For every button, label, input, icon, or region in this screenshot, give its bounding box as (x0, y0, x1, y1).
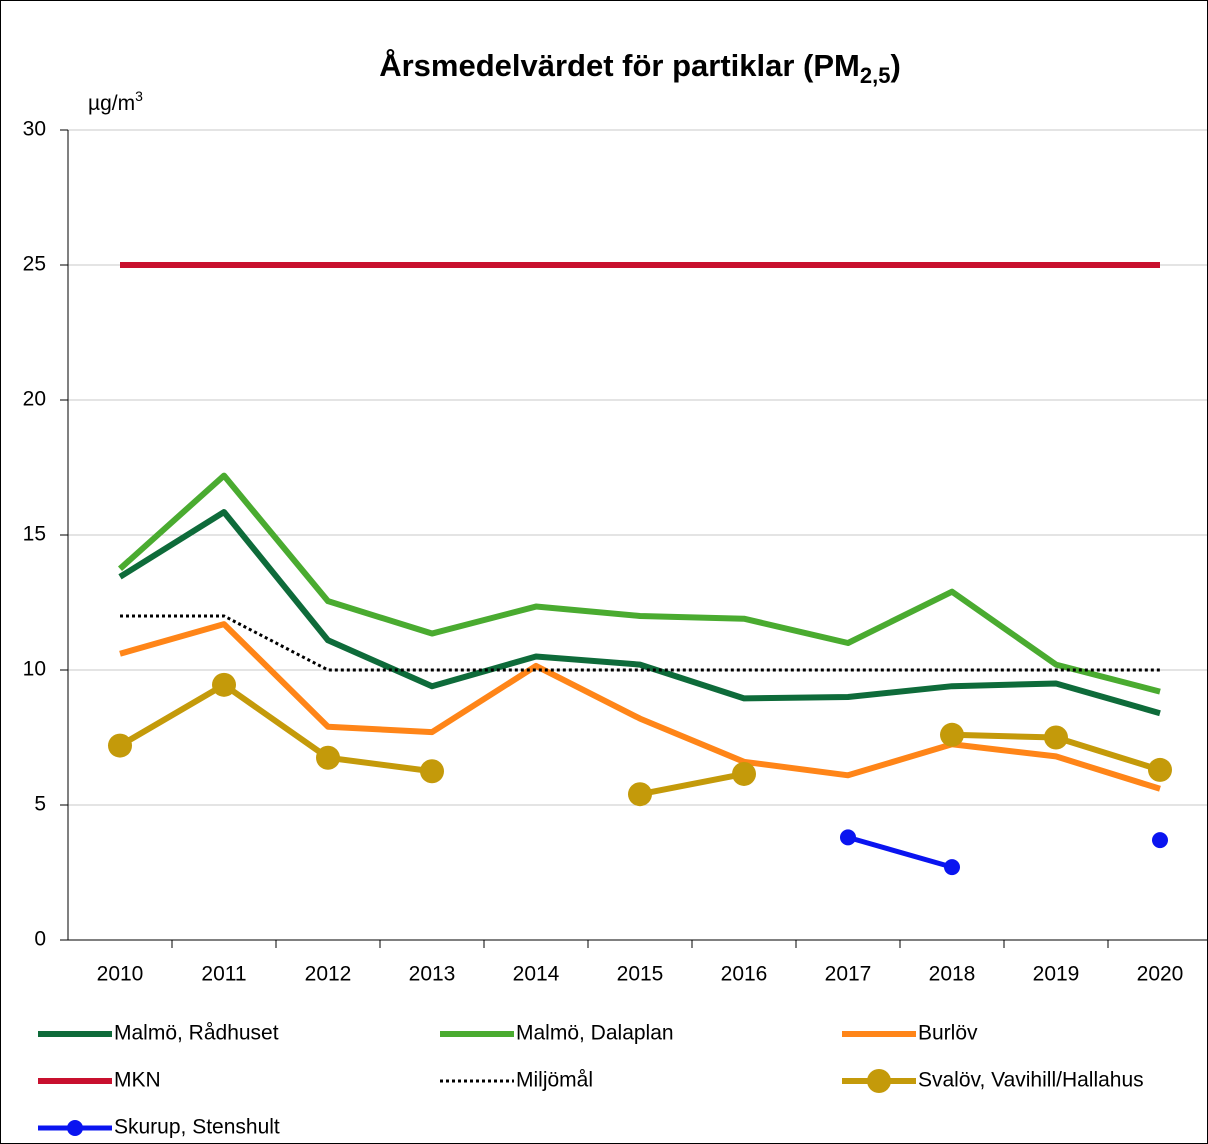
x-tick-label: 2014 (513, 963, 560, 986)
legend-label: Skurup, Stenshult (114, 1116, 280, 1139)
series-marker (212, 672, 236, 697)
series-marker (628, 782, 652, 807)
x-tick-label: 2020 (1137, 963, 1184, 986)
legend-label: Svalöv, Vavihill/Hallahus (918, 1069, 1144, 1092)
x-tick-label: 2017 (825, 963, 872, 986)
series-line (120, 614, 1160, 672)
y-tick-label: 10 (23, 658, 46, 681)
series-marker (1148, 757, 1172, 782)
title-subscript: 2,5 (860, 63, 891, 88)
x-tick-label: 2010 (97, 963, 144, 986)
series-line (117, 472, 1161, 695)
y-unit: µg/m3 (88, 88, 143, 115)
legend-marker (67, 1120, 83, 1136)
series-marker (108, 733, 132, 758)
legend-label: Malmö, Dalaplan (516, 1022, 674, 1045)
series-marker (1044, 725, 1068, 750)
y-tick-label: 0 (34, 928, 46, 951)
series-line (119, 621, 1161, 792)
x-tick-label: 2013 (409, 963, 456, 986)
legend-marker (867, 1069, 891, 1093)
x-tick-label: 2012 (305, 963, 352, 986)
y-tick-label: 15 (23, 523, 46, 546)
series-line (118, 509, 1161, 717)
legend-label: MKN (114, 1069, 161, 1092)
series-marker (840, 829, 856, 846)
y-unit-main: µg/m (88, 92, 135, 115)
x-tick-label: 2019 (1033, 963, 1080, 986)
series-marker (420, 759, 444, 784)
title-main: Årsmedelvärdet för partiklar (PM (379, 48, 860, 83)
y-tick-label: 20 (23, 388, 46, 411)
x-tick-label: 2018 (929, 963, 976, 986)
y-unit-sup: 3 (135, 88, 143, 104)
series-marker (316, 745, 340, 770)
series-marker (940, 722, 964, 747)
y-tick-label: 25 (23, 253, 46, 276)
x-tick-label: 2016 (721, 963, 768, 986)
x-tick-label: 2015 (617, 963, 664, 986)
legend-label: Malmö, Rådhuset (114, 1022, 279, 1045)
legend-label: Burlöv (918, 1022, 978, 1045)
chart-title: Årsmedelvärdet för partiklar (PM2,5) (379, 48, 901, 88)
y-tick-label: 5 (34, 793, 46, 816)
series-marker (944, 859, 960, 876)
series-marker (732, 761, 756, 786)
legend-label: Miljömål (516, 1069, 593, 1092)
title-end: ) (890, 48, 900, 83)
series-marker (1152, 832, 1168, 849)
x-tick-label: 2011 (201, 963, 246, 986)
y-tick-label: 30 (23, 118, 46, 141)
